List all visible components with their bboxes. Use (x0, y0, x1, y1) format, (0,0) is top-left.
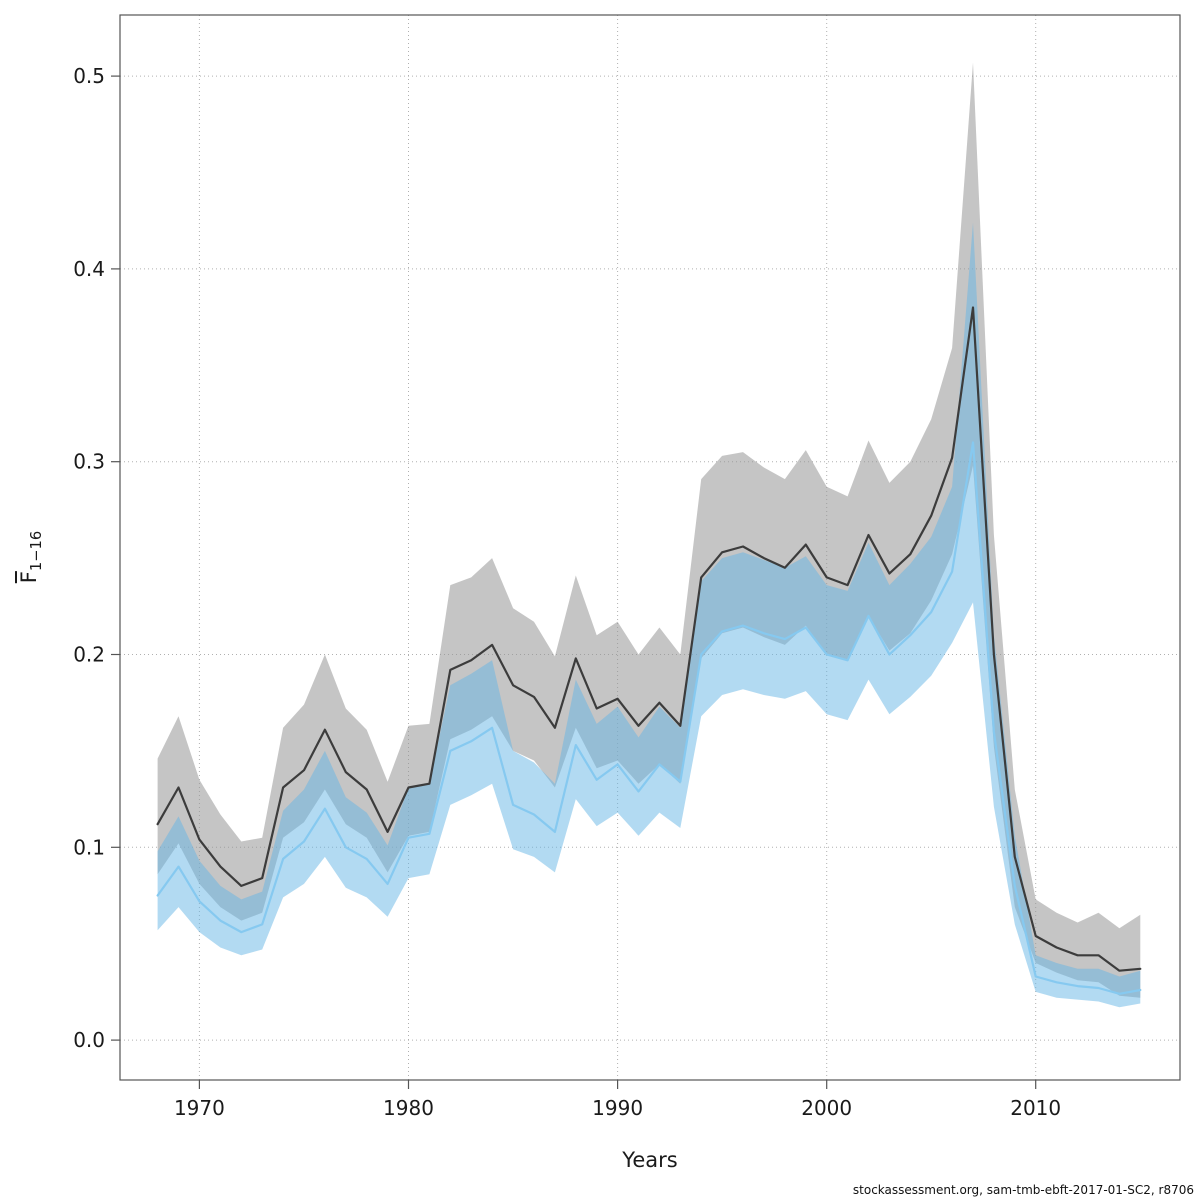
gray-run-line (156, 306, 1142, 972)
x-tick-label: 1980 (383, 1096, 434, 1120)
y-tick-label: 0.5 (73, 64, 105, 88)
x-tick-label: 2010 (1010, 1096, 1061, 1120)
gray-run-confidence-band (157, 62, 1141, 998)
x-tick-label: 2000 (801, 1096, 852, 1120)
y-tick-label: 0.4 (73, 257, 105, 281)
y-axis-subscript: 1−16 (28, 530, 46, 572)
x-tick-label: 1970 (174, 1096, 225, 1120)
source-attribution: stockassessment.org, sam-tmb-ebft-2017-0… (852, 1183, 1194, 1197)
y-axis-title: F1−16 (17, 523, 46, 591)
x-tick-label: 1990 (592, 1096, 643, 1120)
y-tick-label: 0.2 (73, 643, 105, 667)
y-tick-label: 0.0 (73, 1028, 105, 1052)
blue-run-line (156, 441, 1142, 995)
y-tick-label: 0.3 (73, 450, 105, 474)
plot-border (119, 14, 1181, 1081)
y-axis-symbol: F (17, 571, 41, 584)
y-tick-label: 0.1 (73, 835, 105, 859)
x-axis-title: Years (622, 1148, 678, 1172)
blue-run-confidence-band (157, 222, 1141, 1008)
